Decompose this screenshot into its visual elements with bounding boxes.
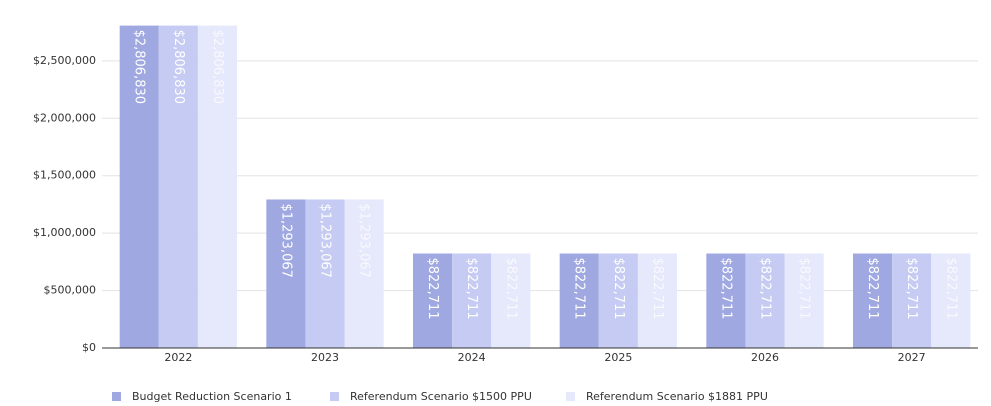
value-label: $822,711 [425, 257, 440, 319]
value-label: $822,711 [943, 257, 958, 319]
bar [559, 253, 599, 348]
bar [598, 253, 638, 348]
value-label: $822,711 [797, 257, 812, 319]
bar [706, 253, 746, 348]
legend-label: Referendum Scenario $1881 PPU [586, 390, 768, 403]
x-tick-label: 2022 [164, 351, 192, 364]
bar [266, 199, 306, 348]
y-tick-label: $500,000 [44, 284, 97, 297]
legend-swatch [330, 392, 339, 401]
x-tick-label: 2024 [458, 351, 486, 364]
value-label: $1,293,067 [318, 203, 333, 277]
value-label: $2,806,830 [171, 30, 186, 104]
value-label: $822,711 [718, 257, 733, 319]
value-label: $822,711 [464, 257, 479, 319]
bar [931, 253, 971, 348]
legend-label: Referendum Scenario $1500 PPU [350, 390, 532, 403]
bar [344, 199, 384, 348]
bar [491, 253, 531, 348]
x-tick-label: 2023 [311, 351, 339, 364]
legend-swatch [112, 392, 121, 401]
value-label: $822,711 [865, 257, 880, 319]
value-label: $2,806,830 [132, 30, 147, 104]
bar [452, 253, 492, 348]
bar [119, 25, 159, 349]
bar [413, 253, 453, 348]
value-label: $822,711 [503, 257, 518, 319]
bar [158, 25, 198, 349]
value-label: $822,711 [611, 257, 626, 319]
y-tick-label: $1,500,000 [33, 169, 96, 182]
value-label: $822,711 [572, 257, 587, 319]
legend-swatch [566, 392, 575, 401]
value-label: $1,293,067 [357, 203, 372, 277]
bar [784, 253, 824, 348]
value-label: $2,806,830 [210, 30, 225, 104]
y-tick-label: $2,000,000 [33, 111, 96, 124]
legend-label: Budget Reduction Scenario 1 [132, 390, 292, 403]
bar [197, 25, 237, 349]
x-tick-label: 2026 [751, 351, 779, 364]
x-tick-label: 2027 [898, 351, 926, 364]
bar [745, 253, 785, 348]
bar [305, 199, 345, 348]
value-label: $1,293,067 [278, 203, 293, 277]
x-tick-label: 2025 [604, 351, 632, 364]
y-tick-label: $1,000,000 [33, 226, 96, 239]
value-label: $822,711 [758, 257, 773, 319]
value-label: $822,711 [650, 257, 665, 319]
y-tick-label: $0 [82, 341, 96, 354]
y-tick-label: $2,500,000 [33, 54, 96, 67]
value-label: $822,711 [904, 257, 919, 319]
bar [637, 253, 677, 348]
bar [892, 253, 932, 348]
bar [853, 253, 893, 348]
